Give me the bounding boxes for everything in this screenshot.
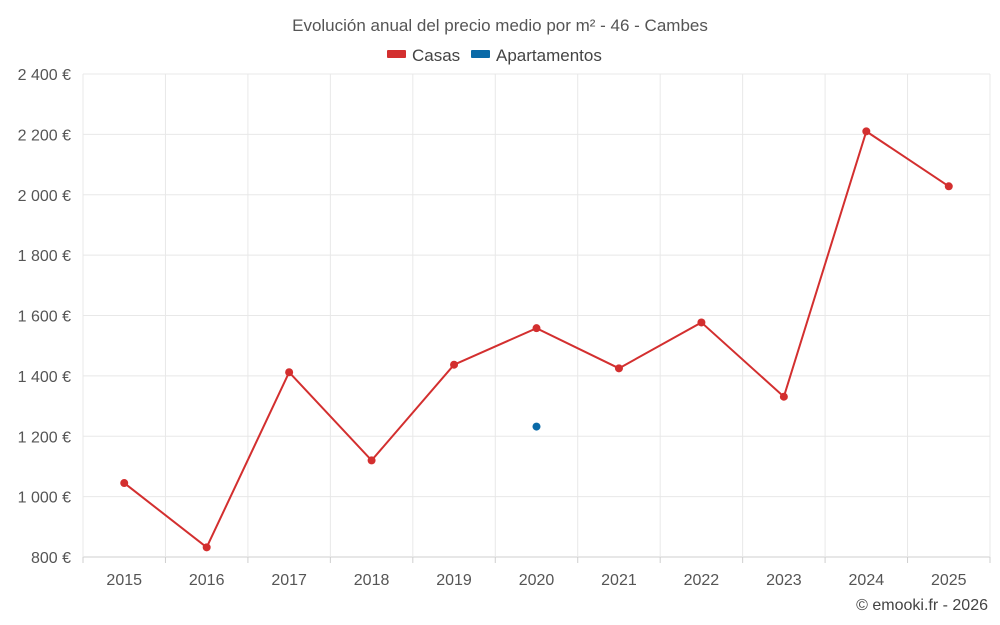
- data-point-casas[interactable]: [614, 364, 623, 373]
- data-point-casas[interactable]: [944, 182, 953, 191]
- x-tick-label: 2025: [931, 572, 967, 589]
- legend-item-apartamentos[interactable]: Apartamentos: [471, 46, 602, 65]
- x-tick-label: 2021: [601, 572, 637, 589]
- y-tick-label: 2 400 €: [18, 67, 71, 84]
- data-point-apartamentos[interactable]: [532, 422, 541, 431]
- y-tick-label: 2 200 €: [18, 127, 71, 144]
- gridlines: [82, 73, 991, 563]
- credit-text: © emooki.fr - 2026: [856, 597, 988, 614]
- data-point-casas[interactable]: [450, 360, 459, 369]
- legend-swatch-apartamentos: [471, 50, 490, 58]
- data-point-casas[interactable]: [697, 318, 706, 327]
- x-tick-label: 2020: [519, 572, 555, 589]
- data-point-casas[interactable]: [367, 456, 376, 465]
- y-tick-label: 2 000 €: [18, 188, 71, 205]
- x-tick-label: 2017: [271, 572, 307, 589]
- y-axis-ticks: 800 € 1 000 € 1 200 € 1 400 € 1 600 € 1 800 €…: [18, 67, 71, 567]
- x-tick-label: 2022: [684, 572, 720, 589]
- data-point-casas[interactable]: [120, 479, 129, 488]
- data-point-casas[interactable]: [202, 543, 211, 552]
- data-point-casas[interactable]: [779, 392, 788, 401]
- x-tick-label: 2019: [436, 572, 472, 589]
- series-layer: [120, 127, 953, 552]
- data-point-casas[interactable]: [862, 127, 871, 136]
- legend: Casas Apartamentos: [387, 46, 602, 65]
- x-axis-ticks: 2015 2016 2017 2018 2019 2020 2021 2022 2023 2024…: [106, 572, 966, 589]
- y-tick-label: 1 000 €: [18, 490, 71, 507]
- y-tick-label: 1 400 €: [18, 369, 71, 386]
- y-tick-label: 1 600 €: [18, 309, 71, 326]
- data-point-casas[interactable]: [532, 324, 541, 333]
- x-tick-label: 2024: [849, 572, 885, 589]
- x-tick-label: 2018: [354, 572, 390, 589]
- legend-label-casas: Casas: [412, 46, 460, 65]
- x-tick-label: 2016: [189, 572, 225, 589]
- x-tick-label: 2023: [766, 572, 802, 589]
- legend-swatch-casas: [387, 50, 406, 58]
- data-point-casas[interactable]: [285, 368, 294, 377]
- y-tick-label: 1 200 €: [18, 429, 71, 446]
- legend-label-apartamentos: Apartamentos: [496, 46, 602, 65]
- chart-title: Evolución anual del precio medio por m² …: [292, 16, 708, 35]
- y-tick-label: 1 800 €: [18, 248, 71, 265]
- y-tick-label: 800 €: [31, 550, 71, 567]
- x-tick-label: 2015: [106, 572, 142, 589]
- legend-item-casas[interactable]: Casas: [387, 46, 460, 65]
